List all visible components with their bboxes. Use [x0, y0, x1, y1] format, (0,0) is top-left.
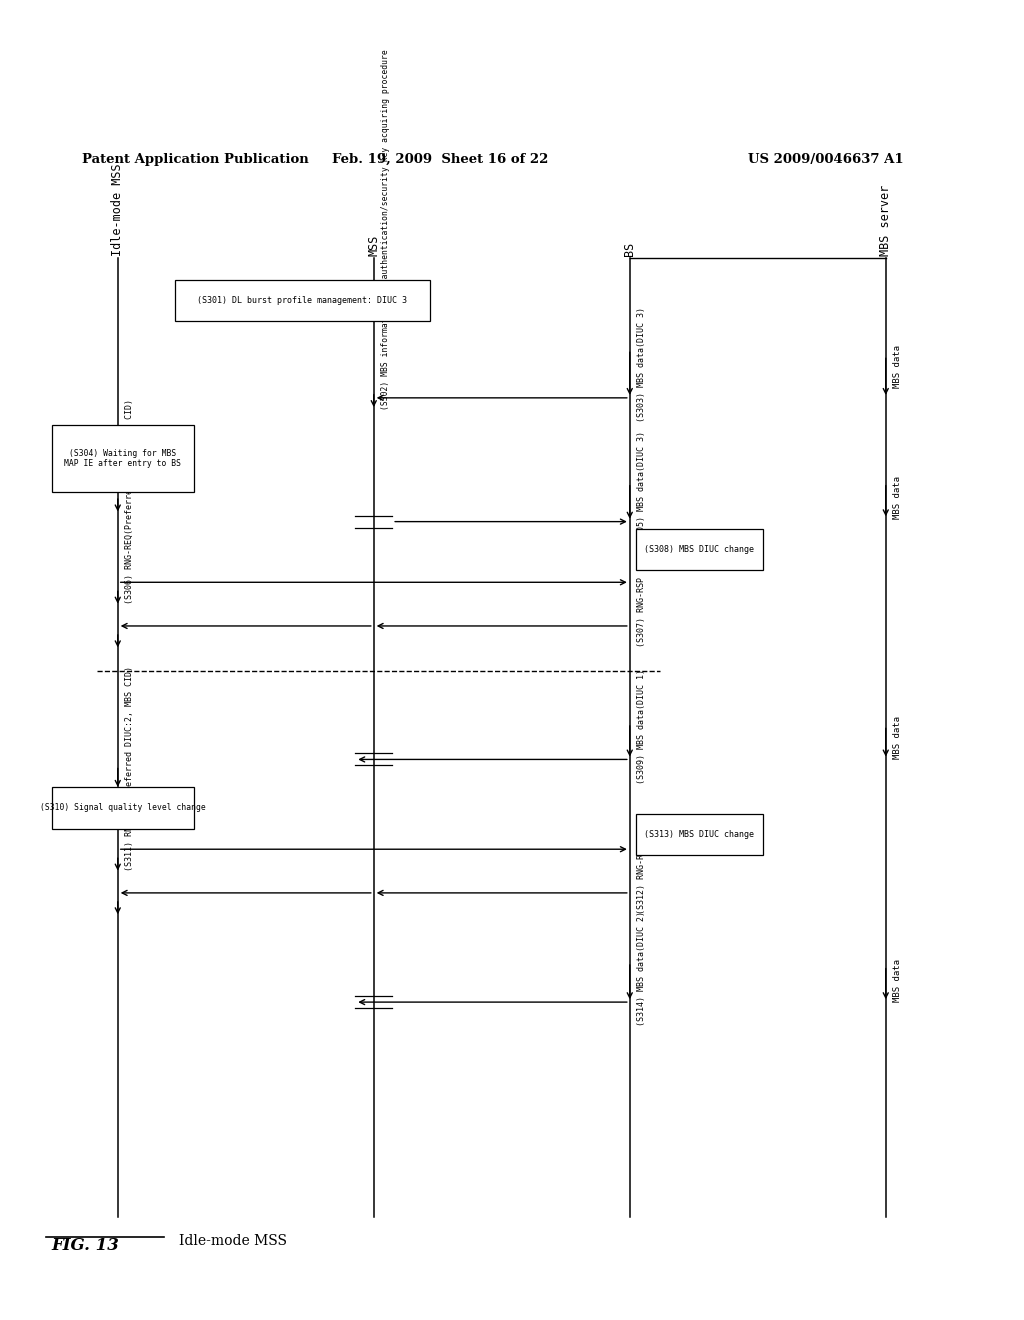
- Text: MBS server: MBS server: [880, 185, 892, 256]
- Text: (S301) DL burst profile management: DIUC 3: (S301) DL burst profile management: DIUC…: [197, 296, 408, 305]
- Text: (S302) MBS information and authentication/security key acquiring procedure: (S302) MBS information and authenticatio…: [381, 49, 390, 411]
- Text: MBS data: MBS data: [893, 477, 902, 519]
- Text: MSS: MSS: [368, 235, 380, 256]
- Text: (S314) MBS data(DIUC 2): (S314) MBS data(DIUC 2): [637, 911, 646, 1027]
- FancyBboxPatch shape: [51, 425, 195, 492]
- Text: (S308) MBS DIUC change: (S308) MBS DIUC change: [644, 545, 755, 554]
- Text: (S305) MBS data(DIUC 3): (S305) MBS data(DIUC 3): [637, 430, 646, 546]
- Text: (S310) Signal quality level change: (S310) Signal quality level change: [40, 804, 206, 813]
- Text: MBS data: MBS data: [893, 717, 902, 759]
- Text: (S306) RNG-REQ(Preferred DIUC:1, MBS CID): (S306) RNG-REQ(Preferred DIUC:1, MBS CID…: [125, 399, 134, 605]
- Text: (S309) MBS data(DIUC 1): (S309) MBS data(DIUC 1): [637, 669, 646, 784]
- Text: MBS data: MBS data: [893, 960, 902, 1002]
- FancyBboxPatch shape: [51, 787, 195, 829]
- FancyBboxPatch shape: [174, 280, 430, 321]
- Text: (S307) RNG-RSP: (S307) RNG-RSP: [637, 577, 646, 647]
- Text: BS: BS: [624, 242, 636, 256]
- Text: Idle-mode MSS: Idle-mode MSS: [112, 164, 124, 256]
- Text: Feb. 19, 2009  Sheet 16 of 22: Feb. 19, 2009 Sheet 16 of 22: [332, 153, 549, 166]
- FancyBboxPatch shape: [636, 529, 763, 570]
- Text: FIG. 13: FIG. 13: [51, 1237, 119, 1254]
- Text: Patent Application Publication: Patent Application Publication: [82, 153, 308, 166]
- Text: US 2009/0046637 A1: US 2009/0046637 A1: [748, 153, 903, 166]
- Text: (S312) RNG-RSP: (S312) RNG-RSP: [637, 843, 646, 913]
- FancyBboxPatch shape: [636, 814, 763, 855]
- Text: Idle-mode MSS: Idle-mode MSS: [179, 1234, 287, 1247]
- Text: (S303) MBS data(DIUC 3): (S303) MBS data(DIUC 3): [637, 308, 646, 422]
- Text: (S304) Waiting for MBS
MAP IE after entry to BS: (S304) Waiting for MBS MAP IE after entr…: [65, 449, 181, 469]
- Text: (S311) RNG-REQ(Preferred DIUC:2, MBS CID): (S311) RNG-REQ(Preferred DIUC:2, MBS CID…: [125, 667, 134, 871]
- Text: (S313) MBS DIUC change: (S313) MBS DIUC change: [644, 830, 755, 840]
- Text: MBS data: MBS data: [893, 345, 902, 388]
